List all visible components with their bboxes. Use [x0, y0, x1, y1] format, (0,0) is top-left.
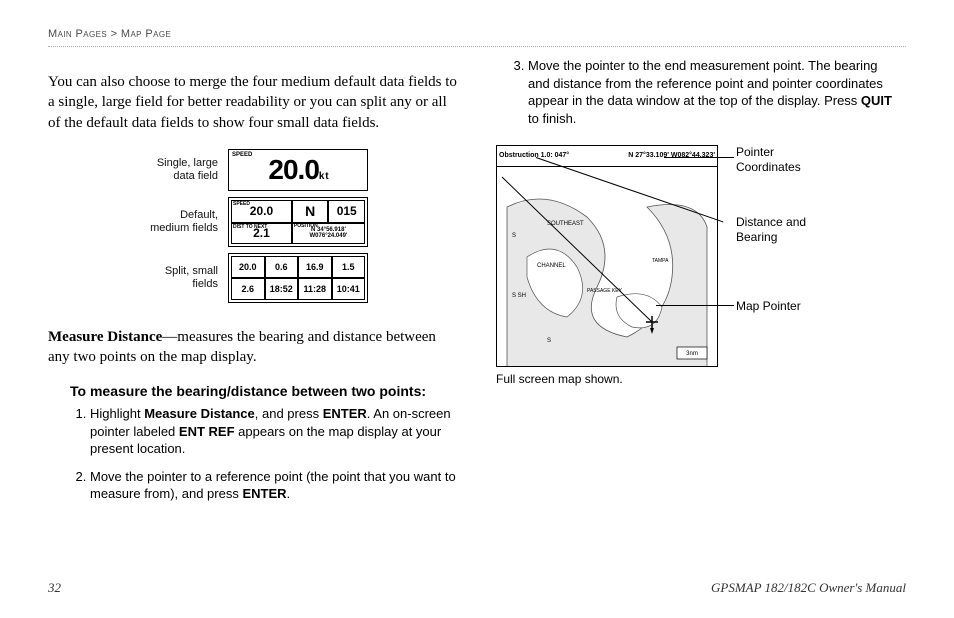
breadcrumb: Main Pages > Map Page — [48, 28, 906, 47]
procedure-steps-cont: Move the pointer to the end measurement … — [508, 57, 896, 127]
step-3: Move the pointer to the end measurement … — [528, 57, 896, 127]
svg-text:CHANNEL: CHANNEL — [537, 263, 566, 269]
fig-small-box: 20.0 0.6 16.9 1.5 2.6 18:52 11:28 10:41 — [228, 253, 368, 303]
callout-pointer-coords: Pointer Coordinates — [736, 145, 836, 174]
page-number: 32 — [48, 580, 61, 596]
map-top-right: N 27°33.109' W082°44.323' — [628, 151, 715, 160]
callout-distance-bearing: Distance and Bearing — [736, 215, 836, 244]
fig-large-box: SPEED 20.0k t — [228, 149, 368, 191]
large-speed-value: 20.0k t — [268, 151, 327, 189]
svg-text:S: S — [547, 338, 551, 344]
step-2: Move the pointer to a reference point (t… — [90, 468, 458, 503]
fig-label-small: Split, small fields — [138, 265, 218, 291]
right-column: Move the pointer to the end measurement … — [486, 57, 896, 513]
svg-text:S SH: S SH — [512, 293, 526, 299]
measure-distance-term: Measure Distance — [48, 329, 162, 345]
svg-text:TAMPA: TAMPA — [652, 258, 669, 264]
svg-text:S: S — [512, 233, 516, 239]
data-field-figure: Single, large data field SPEED 20.0k t D… — [48, 149, 458, 303]
breadcrumb-sub: Map Page — [121, 28, 171, 40]
svg-text:3nm: 3nm — [686, 351, 698, 357]
step-1: Highlight Measure Distance, and press EN… — [90, 405, 458, 458]
map-top-left: Obstruction 1.0: 047° — [499, 151, 569, 160]
measure-distance-paragraph: Measure Distance—measures the bearing an… — [48, 327, 458, 368]
map-figure: Obstruction 1.0: 047° N 27°33.109' W082°… — [496, 145, 836, 387]
manual-title: GPSMAP 182/182C Owner's Manual — [711, 580, 906, 596]
page-footer: 32 GPSMAP 182/182C Owner's Manual — [48, 580, 906, 596]
left-column: You can also choose to merge the four me… — [48, 57, 458, 513]
fig-label-large: Single, large data field — [138, 157, 218, 183]
procedure-steps: Highlight Measure Distance, and press EN… — [70, 405, 458, 503]
map-screenshot: Obstruction 1.0: 047° N 27°33.109' W082°… — [496, 145, 718, 367]
fig-label-medium: Default, medium fields — [138, 209, 218, 235]
callout-map-pointer: Map Pointer — [736, 299, 801, 313]
breadcrumb-section: Main Pages — [48, 28, 107, 40]
intro-paragraph: You can also choose to merge the four me… — [48, 72, 458, 133]
procedure-heading: To measure the bearing/distance between … — [70, 382, 458, 401]
map-caption: Full screen map shown. — [496, 371, 836, 387]
fig-medium-box: SPEED20.0 N 015 DIST TO NEXT2.1 POSITION… — [228, 197, 368, 247]
